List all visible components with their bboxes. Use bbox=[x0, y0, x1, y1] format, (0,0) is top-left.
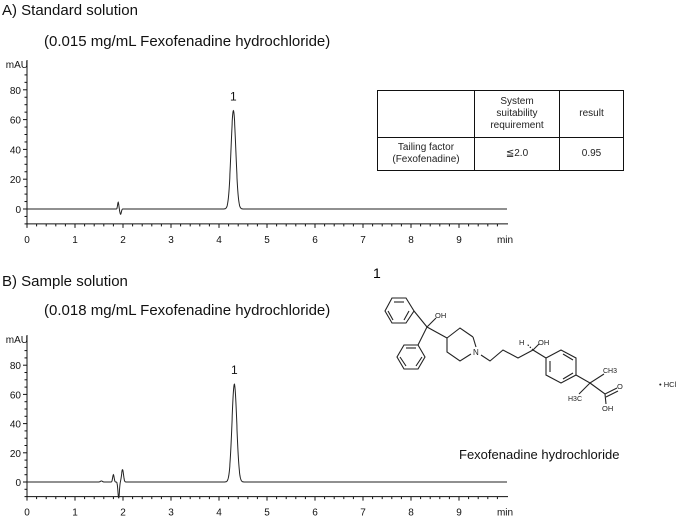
chromatogram-trace bbox=[27, 109, 507, 215]
salt-label-hcl: • HCl bbox=[659, 380, 677, 389]
y-tick-label: 0 bbox=[15, 205, 21, 216]
y-tick-label: 60 bbox=[10, 390, 22, 401]
y-tick-label: 40 bbox=[10, 145, 22, 156]
x-axis-label: min bbox=[497, 508, 513, 519]
x-tick-label: 8 bbox=[408, 235, 414, 246]
structure-bonds bbox=[384, 297, 619, 405]
compound-name: Fexofenadine hydrochloride bbox=[459, 447, 619, 462]
x-tick-label: 9 bbox=[456, 508, 462, 519]
y-tick-label: 80 bbox=[10, 361, 22, 372]
y-tick-label: 60 bbox=[10, 116, 22, 127]
y-tick-label: 20 bbox=[10, 449, 22, 460]
peak-label: 1 bbox=[231, 363, 238, 377]
y-tick-label: 20 bbox=[10, 175, 22, 186]
atom-label-h: H bbox=[519, 338, 524, 347]
x-tick-label: 7 bbox=[360, 235, 366, 246]
peak-label: 1 bbox=[230, 90, 237, 104]
x-tick-label: 2 bbox=[120, 508, 126, 519]
x-tick-label: 5 bbox=[264, 508, 270, 519]
system-suitability-table: System suitability requirement result Ta… bbox=[377, 90, 624, 171]
atom-label-o: O bbox=[617, 382, 623, 391]
chromatogram-trace bbox=[27, 383, 507, 499]
atom-label-oh: OH bbox=[538, 338, 549, 347]
chart-b: 0 1 2 3 4 5 6 7 8 9 min 0 20 40 60 80 mAU 1 bbox=[6, 335, 513, 519]
atom-label-oh: OH bbox=[435, 311, 446, 320]
y-tick-label: 80 bbox=[10, 86, 22, 97]
atom-label-n: N bbox=[473, 348, 479, 357]
x-tick-label: 4 bbox=[216, 508, 222, 519]
atom-label-ch3: CH3 bbox=[603, 368, 617, 375]
x-tick-label: 8 bbox=[408, 508, 414, 519]
y-axis-label: mAU bbox=[6, 60, 28, 71]
x-tick-label: 1 bbox=[72, 508, 78, 519]
table-cell-result: 0.95 bbox=[559, 137, 624, 171]
x-tick-label: 7 bbox=[360, 508, 366, 519]
structure-number: 1 bbox=[373, 265, 381, 281]
chart-b-subtitle: (0.018 mg/mL Fexofenadine hydrochloride) bbox=[44, 302, 331, 319]
chart-a: 0 1 2 3 4 5 6 7 8 9 min 0 20 40 60 80 mAU 1 bbox=[6, 60, 513, 246]
table-header-requirement: System suitability requirement bbox=[474, 90, 560, 138]
atom-label-h3c: H3C bbox=[568, 396, 582, 403]
x-axis-label: min bbox=[497, 235, 513, 246]
x-tick-label: 2 bbox=[120, 235, 126, 246]
x-tick-label: 6 bbox=[312, 235, 318, 246]
table-cell-parameter: Tailing factor (Fexofenadine) bbox=[377, 137, 475, 171]
x-tick-label: 0 bbox=[24, 235, 30, 246]
chart-a-subtitle: (0.015 mg/mL Fexofenadine hydrochloride) bbox=[44, 33, 331, 50]
x-tick-label: 9 bbox=[456, 235, 462, 246]
table-header-blank bbox=[377, 90, 475, 138]
y-axis-label: mAU bbox=[6, 335, 28, 346]
table-header-result: result bbox=[559, 90, 624, 138]
atom-label-oh: OH bbox=[602, 404, 613, 413]
chart-b-title: B) Sample solution bbox=[2, 273, 128, 290]
x-tick-label: 1 bbox=[72, 235, 78, 246]
x-tick-label: 6 bbox=[312, 508, 318, 519]
x-tick-label: 0 bbox=[24, 508, 30, 519]
y-tick-label: 40 bbox=[10, 420, 22, 431]
chart-a-title: A) Standard solution bbox=[2, 2, 138, 19]
x-tick-label: 3 bbox=[168, 235, 174, 246]
y-tick-label: 0 bbox=[15, 478, 21, 489]
x-tick-label: 5 bbox=[264, 235, 270, 246]
x-tick-label: 3 bbox=[168, 508, 174, 519]
x-tick-label: 4 bbox=[216, 235, 222, 246]
